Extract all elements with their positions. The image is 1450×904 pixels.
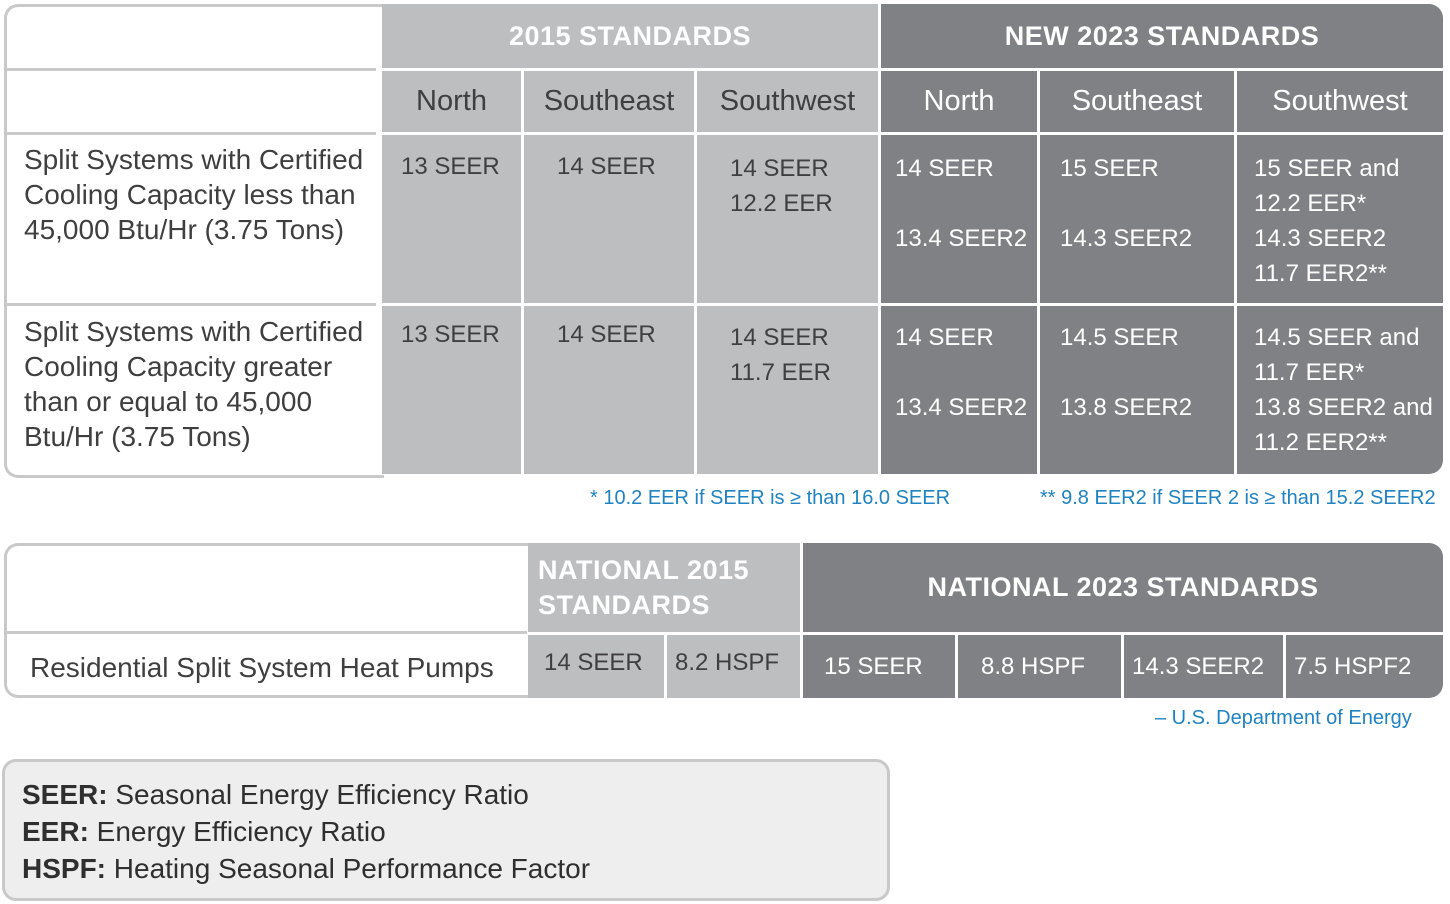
cell-r1-north-2023: 14 SEER 13.4 SEER2: [881, 135, 1037, 303]
cell-r2-southeast-2015: 14 SEER: [524, 306, 694, 474]
row-label-over-45000: Split Systems with Certified Cooling Cap…: [24, 316, 364, 452]
header-2023-standards: NEW 2023 STANDARDS: [881, 4, 1443, 68]
header-national-2015-text: NATIONAL 2015 STANDARDS: [538, 555, 750, 620]
cell-hp-hspf-2015: 8.2 HSPF: [667, 635, 800, 698]
cell-r2-southeast-2023: 14.5 SEER 13.8 SEER2: [1040, 306, 1234, 474]
top-label-column: [4, 4, 384, 478]
cell-r2-southwest-2015: 14 SEER 11.7 EER: [697, 306, 878, 474]
footnote-eer2: ** 9.8 EER2 if SEER 2 is ≥ than 15.2 SEE…: [1040, 487, 1436, 509]
legend-eer: EER: Energy Efficiency Ratio: [22, 816, 386, 847]
header-national-2023: NATIONAL 2023 STANDARDS: [803, 543, 1443, 632]
row-label-heat-pumps: Residential Split System Heat Pumps: [30, 652, 494, 683]
cell-hp-seer-2015: 14 SEER: [528, 635, 664, 698]
cell-r1-southwest-2023: 15 SEER and 12.2 EER* 14.3 SEER2 11.7 EE…: [1237, 135, 1443, 303]
cell-hp-hspf2-2023: 7.5 HSPF2: [1286, 635, 1443, 698]
heat-pump-label-column: [4, 543, 531, 698]
cell-r1-southwest-2015: 14 SEER 12.2 EER: [697, 135, 878, 303]
cell-r2-north-2023: 14 SEER 13.4 SEER2: [881, 306, 1037, 474]
legend-seer: SEER: Seasonal Energy Efficiency Ratio: [22, 779, 529, 810]
cell-r1-southeast-2015: 14 SEER: [524, 135, 694, 303]
region-north-2023: North: [881, 71, 1037, 132]
region-southwest-2015: Southwest: [697, 71, 878, 132]
cell-hp-seer-2023: 15 SEER: [803, 635, 955, 698]
cell-r1-southeast-2023: 15 SEER 14.3 SEER2: [1040, 135, 1234, 303]
cell-r1-north-2015: 13 SEER: [382, 135, 521, 303]
region-north-2015: North: [382, 71, 521, 132]
footnote-eer: * 10.2 EER if SEER is ≥ than 16.0 SEER: [590, 487, 951, 509]
region-southeast-2015: Southeast: [524, 71, 694, 132]
legend-box: SEER: Seasonal Energy Efficiency Ratio E…: [2, 759, 890, 901]
legend-hspf: HSPF: Heating Seasonal Performance Facto…: [22, 853, 591, 884]
row-label-under-45000: Split Systems with Certified Cooling Cap…: [24, 144, 364, 245]
header-national-2015: NATIONAL 2015 STANDARDS: [528, 543, 800, 632]
region-southwest-2023: Southwest: [1237, 71, 1443, 132]
cell-hp-hspf-2023: 8.8 HSPF: [958, 635, 1121, 698]
cell-hp-seer2-2023: 14.3 SEER2: [1124, 635, 1283, 698]
header-2015-standards: 2015 STANDARDS: [382, 4, 878, 68]
cell-r2-north-2015: 13 SEER: [382, 306, 521, 474]
region-southeast-2023: Southeast: [1040, 71, 1234, 132]
cell-r2-southwest-2023: 14.5 SEER and 11.7 EER* 13.8 SEER2 and 1…: [1237, 306, 1443, 474]
source-credit: – U.S. Department of Energy: [1155, 707, 1412, 729]
